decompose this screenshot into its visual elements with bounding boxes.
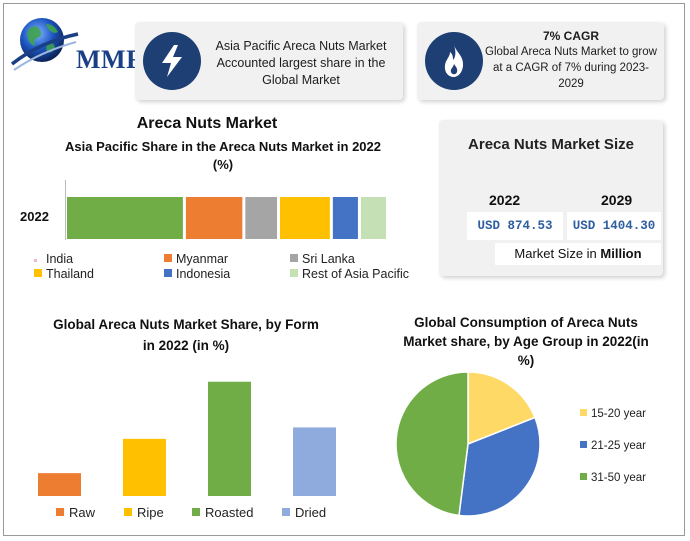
legend-swatch <box>34 259 37 262</box>
age-pie-chart <box>395 371 541 517</box>
legend-label: 15-20 year <box>591 408 646 420</box>
cagr-icon-badge <box>425 32 483 90</box>
form-bar-ripe <box>123 438 166 496</box>
legend-label: Rest of Asia Pacific <box>302 267 409 281</box>
market-size-unit-prefix: Market Size in <box>514 246 601 261</box>
market-size-year-2022: 2022 <box>489 192 521 208</box>
cagr-text-block: 7% CAGR Global Areca Nuts Market to grow… <box>481 28 661 92</box>
apac-legend-item-thailand: Thailand <box>34 267 94 281</box>
market-size-value-2029: USD 1404.30 <box>567 212 661 240</box>
market-size-unit-bold: Million <box>600 246 642 261</box>
age-legend-item-21-25-year: 21-25 year <box>580 440 646 452</box>
mmr-logo: MMR <box>10 12 145 82</box>
cagr-title: 7% CAGR <box>542 29 599 43</box>
form-legend-swatch-raw <box>56 508 64 516</box>
legend-label: Sri Lanka <box>302 252 355 266</box>
legend-label: 21-25 year <box>591 440 646 452</box>
infographic-frame <box>3 3 685 536</box>
form-bar-chart: Raw Ripe Roasted Dried <box>38 381 336 520</box>
form-bar-roasted <box>208 381 251 496</box>
age-chart-title: Global Consumption of Areca Nuts Market … <box>403 315 649 368</box>
region-share-text: Asia Pacific Areca Nuts Market Accounted… <box>215 39 387 87</box>
form-legend-label-roasted: Roasted <box>205 505 253 520</box>
apac-legend-item-indonesia: Indonesia <box>164 267 230 281</box>
legend-swatch <box>290 254 298 262</box>
form-legend-label-dried: Dried <box>295 505 326 520</box>
market-size-title: Areca Nuts Market Size <box>468 136 634 153</box>
apac-bar-segment-indonesia <box>332 197 358 239</box>
legend-swatch <box>290 269 298 277</box>
legend-label: 31-50 year <box>591 472 646 484</box>
pie-slice-15-20-year <box>467 371 536 446</box>
form-legend-label-ripe: Ripe <box>137 505 164 520</box>
apac-bar-segment-sri-lanka <box>245 197 278 239</box>
lightning-bolt-icon <box>162 45 182 77</box>
apac-bar-segment-thailand <box>280 197 330 239</box>
form-legend-swatch-ripe <box>124 508 132 516</box>
age-legend: 15-20 year 21-25 year 31-50 year <box>580 408 680 498</box>
form-bar-dried <box>293 427 336 496</box>
apac-chart-subtitle: Asia Pacific Share in the Areca Nuts Mar… <box>65 139 381 172</box>
apac-legend: India Myanmar Sri Lanka Thailand Indonesia Re… <box>34 252 424 284</box>
apac-chart-axis <box>65 180 66 240</box>
legend-swatch <box>580 441 587 448</box>
legend-swatch <box>164 254 172 262</box>
region-share-card: Asia Pacific Areca Nuts Market Accounted… <box>135 22 403 100</box>
legend-swatch <box>580 473 587 480</box>
legend-swatch <box>34 269 42 277</box>
apac-bar-segment-india <box>67 197 183 239</box>
apac-legend-item-rest-of-asia-pacific: Rest of Asia Pacific <box>290 267 409 281</box>
flame-icon <box>444 45 464 77</box>
legend-label: Thailand <box>46 267 94 281</box>
legend-swatch <box>164 269 172 277</box>
market-size-card: Areca Nuts Market Size 2022 2029 USD 874… <box>439 120 663 276</box>
legend-swatch <box>580 409 587 416</box>
legend-label: Myanmar <box>176 252 229 266</box>
pie-slice-21-25-year <box>458 416 541 517</box>
market-size-value-2022: USD 874.53 <box>467 212 563 240</box>
cagr-description: Global Areca Nuts Market to grow at a CA… <box>485 46 657 90</box>
form-chart-title: Global Areca Nuts Market Share, by Form … <box>53 317 319 353</box>
globe-icon <box>10 18 79 71</box>
apac-legend-item-myanmar: Myanmar <box>164 252 228 266</box>
form-bar-raw <box>38 473 81 496</box>
form-legend-swatch-roasted <box>192 508 200 516</box>
apac-legend-item-sri-lanka: Sri Lanka <box>290 252 355 266</box>
form-legend-label-raw: Raw <box>69 505 96 520</box>
market-size-unit: Market Size in Million <box>495 243 661 265</box>
age-legend-item-15-20-year: 15-20 year <box>580 408 646 420</box>
apac-legend-item-india: India <box>34 252 73 266</box>
legend-label: Indonesia <box>176 267 231 281</box>
market-size-year-2029: 2029 <box>601 192 633 208</box>
cagr-card: 7% CAGR Global Areca Nuts Market to grow… <box>417 22 664 100</box>
legend-label: India <box>46 252 74 266</box>
logo-text: MMR <box>76 45 146 74</box>
apac-category-label: 2022 <box>20 209 49 224</box>
apac-chart-title: Areca Nuts Market <box>136 115 278 132</box>
apac-bar-segment-rest-of-asia-pacific <box>360 197 386 239</box>
apac-bar-segment-myanmar <box>185 197 243 239</box>
form-legend-swatch-dried <box>282 508 290 516</box>
age-legend-item-31-50-year: 31-50 year <box>580 472 646 484</box>
apac-stacked-bar <box>67 197 386 239</box>
region-icon-badge <box>143 32 201 90</box>
pie-slice-31-50-year <box>395 371 469 517</box>
